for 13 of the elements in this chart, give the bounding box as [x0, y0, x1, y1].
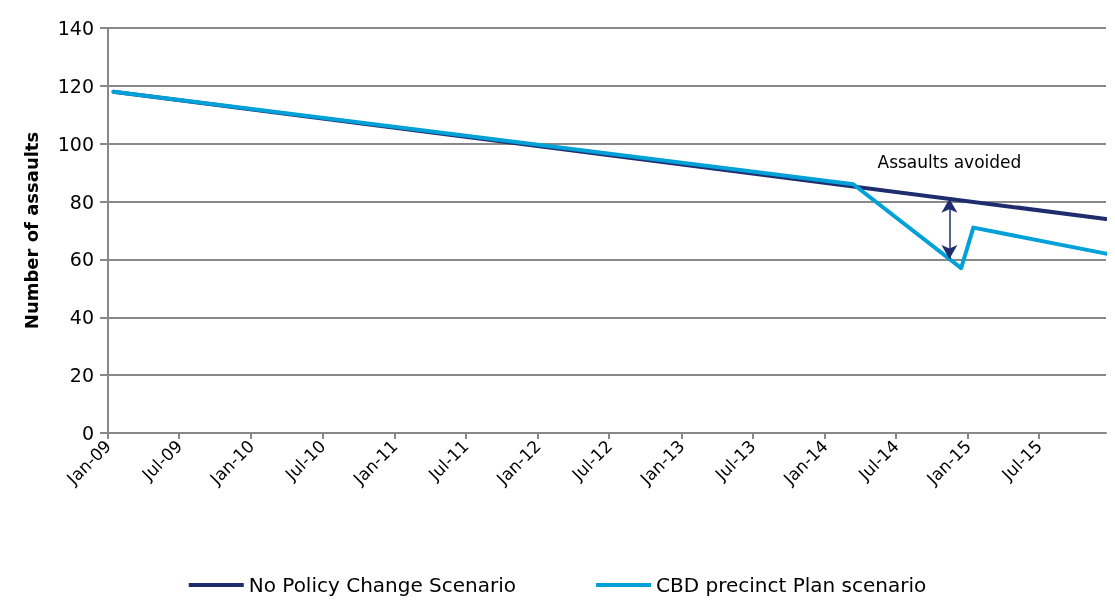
- y-tick-label: 40: [69, 306, 94, 329]
- y-tick-label: 60: [69, 248, 94, 271]
- annotation: Assaults avoided: [877, 152, 1022, 173]
- y-tick-label: 100: [57, 132, 94, 155]
- line-series: [111, 89, 1107, 271]
- legend-label: CBD precinct Plan scenario: [656, 573, 927, 597]
- legend-label: No Policy Change Scenario: [248, 573, 517, 597]
- y-axis-title: Number of assaults: [20, 131, 42, 330]
- y-tick-label: 20: [69, 364, 94, 387]
- y-tick-label: 0: [81, 422, 94, 444]
- y-tick-label: 140: [57, 17, 94, 39]
- y-tick-label: 120: [57, 74, 94, 97]
- y-tick-label: 80: [69, 190, 94, 213]
